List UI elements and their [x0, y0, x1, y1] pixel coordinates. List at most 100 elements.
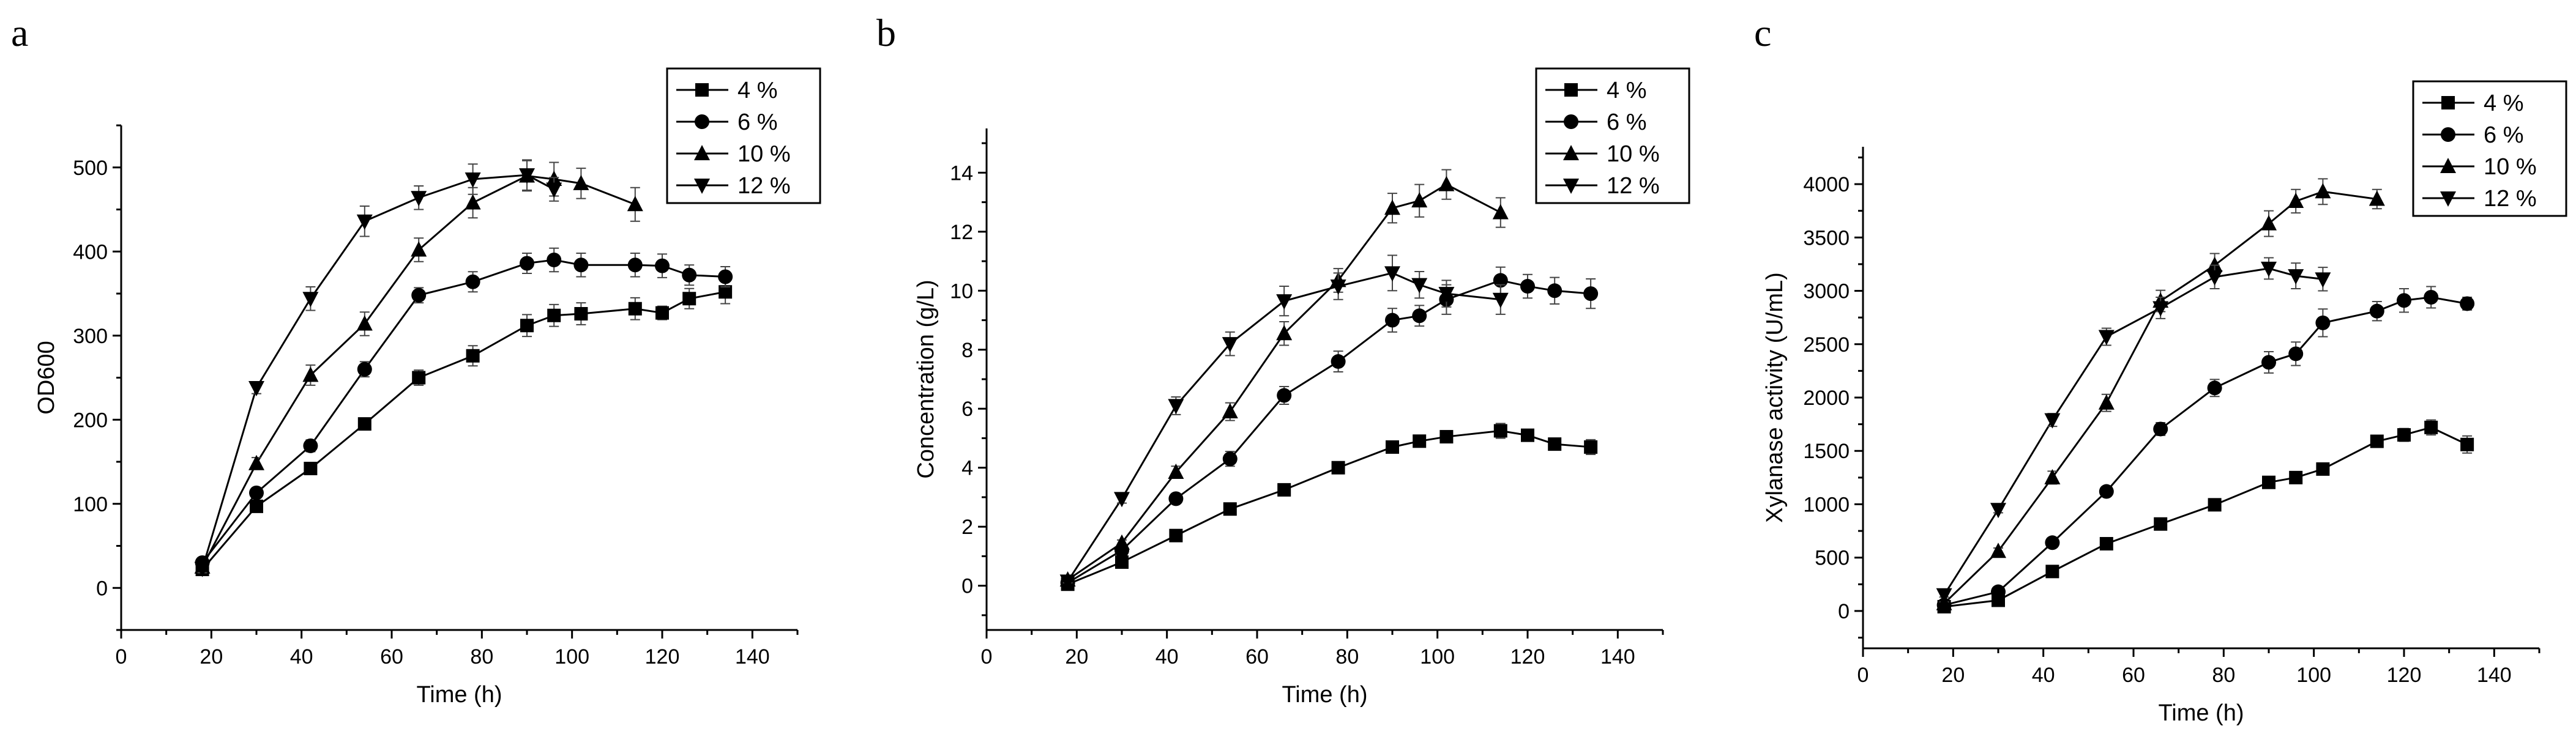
legend-label: 10 %	[737, 141, 791, 167]
series-square	[195, 280, 733, 576]
data-point	[2152, 301, 2169, 317]
data-point	[2397, 293, 2411, 308]
data-point	[2206, 270, 2223, 286]
data-point	[1169, 528, 1183, 543]
data-point	[718, 269, 733, 284]
data-point	[2154, 517, 2168, 531]
y-tick-label: 1000	[1803, 493, 1850, 516]
y-tick-label: 6	[961, 398, 973, 421]
data-point	[2153, 421, 2168, 437]
data-point	[547, 308, 561, 322]
data-point	[1438, 287, 1455, 303]
data-point	[1936, 588, 1952, 604]
y-tick-label: 8	[961, 339, 973, 362]
y-tick-label: 4	[961, 457, 973, 480]
data-point	[1411, 278, 1428, 294]
data-point	[2099, 537, 2113, 551]
series-line	[1944, 296, 2468, 606]
x-tick-label: 20	[200, 645, 223, 668]
legend-label: 6 %	[737, 109, 777, 135]
data-point	[1330, 280, 1346, 295]
x-tick-label: 80	[1335, 645, 1359, 668]
legend-label: 10 %	[2484, 154, 2537, 180]
data-point	[466, 349, 480, 363]
x-tick-label: 100	[1420, 645, 1455, 668]
y-tick-label: 2000	[1803, 387, 1850, 410]
legend-label: 4 %	[737, 78, 777, 103]
legend-label: 12 %	[1607, 173, 1660, 199]
data-point	[2316, 462, 2330, 476]
data-point	[546, 182, 562, 198]
y-tick-label: 500	[73, 157, 108, 180]
legend-box	[1535, 67, 1690, 204]
data-point	[573, 174, 589, 190]
x-tick-label: 60	[1245, 645, 1269, 668]
data-point	[1168, 491, 1184, 506]
legend: 4 % 6 % 10 % 12 %	[666, 67, 821, 204]
legend-marker	[2441, 127, 2455, 142]
legend-marker	[2441, 96, 2455, 109]
y-tick-label: 200	[73, 409, 108, 432]
data-point	[2288, 269, 2304, 285]
data-point	[2369, 303, 2384, 319]
data-point	[719, 285, 733, 299]
data-point	[194, 561, 211, 577]
data-point	[1411, 192, 1428, 208]
x-axis-title: Time (h)	[1282, 682, 1367, 708]
data-point	[2369, 190, 2385, 206]
data-point	[1222, 337, 1238, 353]
series-circle	[1936, 286, 2475, 613]
data-point	[249, 485, 264, 500]
data-point	[411, 191, 427, 207]
data-point	[465, 274, 480, 289]
data-point	[682, 267, 697, 283]
data-point	[1492, 204, 1509, 220]
data-point	[2460, 296, 2475, 311]
data-point	[2288, 346, 2304, 361]
data-point	[1413, 434, 1427, 448]
data-point	[303, 438, 318, 453]
data-point	[573, 257, 589, 273]
data-point	[1276, 294, 1293, 310]
x-tick-label: 20	[1941, 664, 1965, 687]
legend-label: 6 %	[2484, 122, 2523, 148]
legend-label: 4 %	[1607, 78, 1646, 103]
data-point	[2262, 475, 2275, 489]
y-tick-label: 500	[1815, 547, 1850, 570]
data-point	[2261, 355, 2276, 370]
legend-marker	[1563, 179, 1579, 194]
series-line	[1067, 429, 1591, 585]
series-line	[201, 259, 726, 563]
x-tick-label: 0	[981, 645, 993, 668]
series-square	[1061, 423, 1598, 591]
data-point	[628, 302, 642, 316]
data-point	[1548, 437, 1562, 451]
data-point	[1331, 354, 1346, 369]
legend-box	[666, 67, 821, 204]
data-point	[1384, 266, 1400, 282]
data-point	[2261, 261, 2277, 277]
data-point	[465, 172, 481, 188]
data-point	[1277, 483, 1291, 497]
data-point	[1386, 440, 1399, 454]
data-point	[1277, 388, 1292, 403]
legend-label: 4 %	[2484, 91, 2523, 116]
data-point	[2098, 394, 2115, 410]
data-point	[1521, 428, 1534, 442]
data-point	[2460, 437, 2474, 451]
data-point	[1493, 424, 1507, 438]
series-line	[1067, 272, 1501, 582]
series-circle	[1060, 266, 1599, 590]
x-tick-label: 100	[2296, 664, 2331, 687]
series-square	[1937, 419, 2474, 613]
x-tick-label: 140	[1600, 645, 1635, 668]
data-point	[411, 287, 427, 303]
x-axis-title: Time (h)	[2158, 700, 2244, 726]
data-point	[519, 168, 535, 184]
y-tick-label: 1500	[1803, 440, 1850, 463]
data-point	[2206, 256, 2223, 272]
y-tick-label: 0	[961, 575, 973, 598]
x-tick-label: 80	[2212, 664, 2235, 687]
data-point	[1385, 313, 1400, 328]
